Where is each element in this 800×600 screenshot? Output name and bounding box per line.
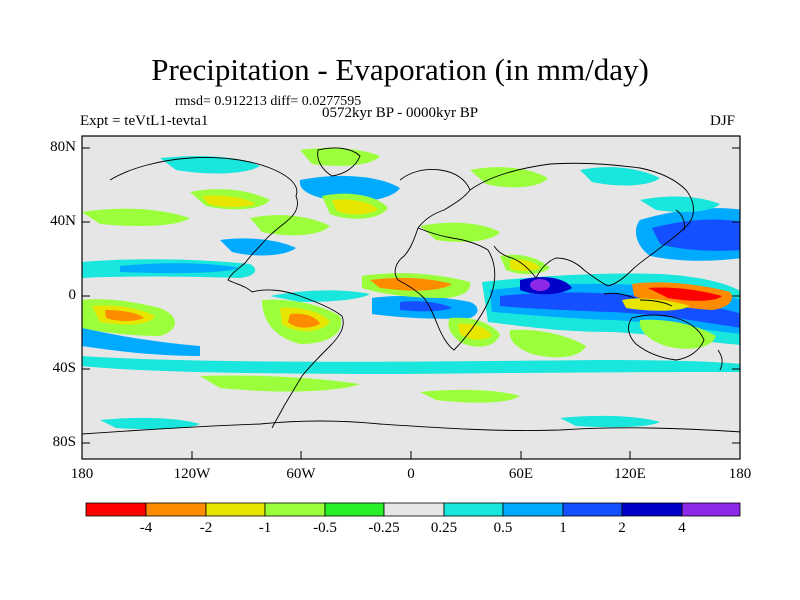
east-pacific-wet-core (120, 263, 240, 274)
y-tick-label: 80S (52, 434, 76, 450)
axis-ticks (81, 147, 741, 459)
tropical-atlantic-dry-core (370, 277, 452, 291)
colorbar-label: -2 (199, 520, 213, 536)
tropical-wet-band-strong (500, 292, 740, 328)
alaska-wet (160, 156, 260, 174)
colorbar-label: 4 (678, 520, 686, 536)
south-atlantic-wet (270, 290, 370, 302)
coast-north-america (109, 157, 298, 293)
map-title: Precipitation - Evaporation (in mm/day) (151, 52, 649, 87)
north-america-dry-core (202, 195, 256, 207)
x-tick-label: 0 (407, 466, 415, 482)
season-label: DJF (710, 113, 736, 129)
colorbar-cell (621, 502, 683, 517)
australia-dry (639, 319, 716, 349)
greenland-wet (300, 148, 380, 166)
x-tick-label: 60W (286, 466, 316, 482)
siberia-wet (580, 167, 660, 186)
x-tick-label: 120W (173, 466, 211, 482)
stats-line: rmsd= 0.912213 diff= 0.0277595 (175, 94, 362, 109)
south-pacific-wet (82, 328, 200, 356)
colorbar-label: -0.5 (313, 520, 337, 536)
x-tick-label: 180 (728, 466, 752, 482)
arabia-dry-core (510, 259, 540, 271)
coast-indonesia (603, 292, 673, 307)
southern-ocean-dry (200, 375, 360, 392)
coastlines (82, 147, 740, 435)
mid-atlantic-wet (250, 215, 330, 236)
south-pacific-dry-inner (105, 310, 144, 321)
colorbar-label: -1 (258, 520, 272, 536)
colorbar-cell (205, 502, 266, 517)
gulf-wet (220, 238, 296, 256)
colorbar-cell (85, 502, 147, 517)
mediterranean-wet (420, 222, 500, 242)
north-pacific-dry (82, 208, 190, 226)
south-indian-dry (509, 329, 586, 358)
y-tick-label: 40N (50, 213, 76, 229)
coast-antarctica (82, 420, 740, 435)
east-asia-wet (640, 196, 720, 212)
southern-ocean-wet (82, 356, 740, 374)
antarctic-wet-2 (560, 415, 660, 428)
colorbar (85, 502, 741, 517)
coast-africa (394, 227, 496, 351)
west-pacific-dry-edge (622, 298, 690, 311)
colorbar-cell (562, 502, 623, 517)
y-tick-label: 40S (52, 360, 76, 376)
colorbar-cell (681, 502, 741, 517)
colorbar-label: -0.25 (368, 520, 400, 536)
coast-india (493, 245, 537, 279)
west-pacific-dry-core (648, 287, 722, 301)
x-tick-label: 120E (614, 466, 646, 482)
colorbar-cell (324, 502, 385, 517)
antarctic-wet (100, 417, 200, 430)
colorbar-cell (502, 502, 564, 517)
north-atlantic-dry-core (332, 199, 378, 215)
north-asia-dry (470, 167, 548, 188)
coast-asia (469, 162, 694, 287)
coast-new-zealand (717, 349, 723, 371)
colorbar-label: -4 (139, 520, 153, 536)
colorbar-cell (264, 502, 326, 517)
x-tick-label: 60E (508, 466, 534, 482)
coast-australia (628, 314, 705, 361)
south-america-dry-inner (288, 313, 320, 328)
colorbar-cell (383, 502, 445, 517)
coast-south-america (251, 289, 344, 429)
y-tick-label: 80N (50, 139, 76, 155)
experiment-label: Expt = teVtL1-tevta1 (80, 113, 209, 129)
atlantic-wet-core (400, 301, 452, 312)
colorbar-cell (145, 502, 207, 517)
anomaly-fields (82, 148, 740, 430)
colorbar-cell (443, 502, 504, 517)
x-tick-label: 180 (70, 466, 94, 482)
colorbar-label: 1 (559, 520, 567, 536)
colorbar-label: 0.5 (493, 520, 513, 536)
southern-ocean-patches (420, 389, 520, 403)
y-tick-label: 0 (68, 287, 77, 303)
indian-ocean-max-core (530, 279, 550, 291)
coast-greenland (317, 147, 361, 177)
coast-japan (675, 209, 685, 231)
north-atlantic-wet (299, 175, 400, 202)
colorbar-label: 2 (618, 520, 626, 536)
period-label: 0572kyr BP - 0000kyr BP (322, 105, 479, 121)
north-pacific-wet-core (652, 219, 740, 251)
colorbar-label: 0.25 (430, 520, 458, 536)
